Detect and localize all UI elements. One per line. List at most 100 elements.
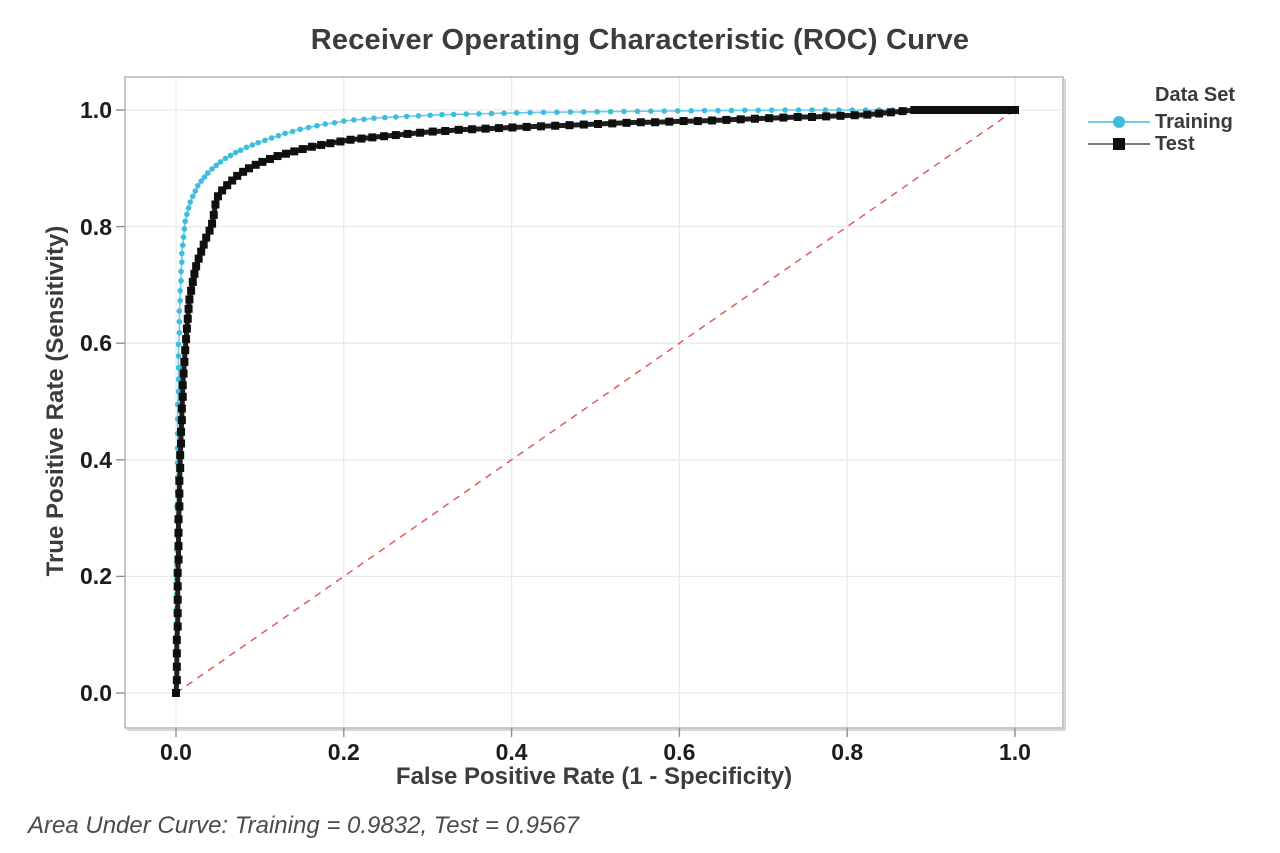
roc-marker-training	[176, 329, 183, 336]
roc-marker-test	[622, 118, 631, 127]
roc-marker-test	[173, 582, 182, 591]
roc-marker-test	[175, 476, 184, 485]
roc-marker-training	[175, 364, 182, 371]
roc-marker-training	[213, 162, 220, 169]
roc-marker-training	[782, 107, 788, 113]
x-tick-label: 0.4	[495, 739, 528, 765]
roc-marker-test	[213, 192, 222, 201]
x-tick-label: 0.8	[831, 739, 864, 765]
roc-marker-training	[297, 126, 303, 133]
roc-marker-test	[173, 595, 182, 604]
roc-marker-training	[262, 137, 268, 144]
roc-marker-test	[205, 226, 214, 235]
roc-marker-training	[192, 188, 199, 194]
roc-marker-test	[665, 117, 674, 126]
roc-marker-training	[836, 107, 842, 113]
roc-marker-test	[233, 171, 242, 180]
roc-marker-test	[175, 502, 184, 511]
x-tick-label: 0.0	[160, 739, 192, 765]
roc-marker-test	[187, 286, 196, 295]
roc-marker-test	[693, 117, 702, 126]
roc-marker-test	[218, 186, 227, 195]
roc-marker-test	[930, 106, 939, 114]
roc-marker-training	[195, 182, 201, 189]
roc-marker-test	[173, 568, 182, 577]
roc-marker-test	[209, 210, 218, 219]
roc-marker-training	[175, 341, 182, 348]
test-line-marker-icon	[1088, 135, 1150, 153]
roc-marker-training	[527, 109, 533, 116]
y-tick-label: 0.8	[80, 213, 112, 240]
roc-marker-test	[273, 152, 282, 161]
roc-marker-test	[174, 555, 183, 564]
legend-entry-test[interactable]: Test	[1088, 133, 1278, 155]
roc-marker-test	[177, 427, 186, 436]
roc-marker-training	[205, 170, 211, 176]
roc-marker-test	[172, 676, 181, 685]
roc-marker-test	[551, 121, 560, 130]
roc-marker-test	[174, 515, 183, 524]
roc-marker-test	[779, 113, 788, 122]
roc-marker-test	[177, 416, 186, 425]
roc-marker-training	[243, 144, 250, 151]
roc-marker-test	[172, 649, 181, 658]
roc-marker-test	[822, 112, 831, 121]
roc-marker-training	[177, 297, 183, 304]
roc-marker-training	[227, 152, 234, 159]
roc-marker-test	[807, 112, 816, 121]
roc-marker-training	[282, 130, 288, 137]
roc-marker-test	[608, 119, 617, 128]
x-tick-label: 1.0	[999, 739, 1031, 765]
roc-marker-training	[795, 107, 802, 113]
roc-marker-training	[289, 128, 296, 135]
roc-marker-test	[172, 635, 181, 644]
roc-marker-training	[382, 114, 388, 121]
roc-marker-test	[722, 115, 731, 124]
roc-marker-training	[176, 318, 183, 325]
roc-marker-test	[336, 137, 345, 146]
roc-marker-training	[501, 110, 507, 117]
roc-marker-training	[742, 107, 748, 114]
roc-marker-training	[322, 121, 329, 127]
roc-marker-test	[917, 106, 926, 114]
legend-entry-training[interactable]: Training	[1088, 111, 1278, 133]
roc-marker-test	[173, 622, 182, 631]
roc-marker-training	[255, 139, 262, 146]
roc-marker-training	[249, 142, 256, 148]
roc-marker-test	[679, 117, 688, 126]
chart-title: Receiver Operating Characteristic (ROC) …	[310, 24, 970, 56]
roc-marker-test	[594, 119, 603, 128]
roc-marker-test	[651, 118, 660, 127]
roc-marker-test	[228, 176, 237, 185]
roc-marker-test	[179, 369, 188, 378]
roc-marker-test	[964, 106, 973, 114]
roc-marker-test	[175, 489, 184, 498]
roc-marker-test	[184, 304, 193, 313]
roc-marker-test	[391, 131, 400, 140]
legend: Data Set Training Test	[1088, 84, 1278, 155]
auc-annotation: Area Under Curve: Training = 0.9832, Tes…	[28, 812, 580, 839]
roc-marker-training	[463, 111, 470, 117]
roc-marker-training	[540, 109, 547, 116]
roc-marker-test	[298, 145, 307, 154]
roc-marker-test	[997, 106, 1006, 114]
roc-marker-training	[728, 107, 735, 114]
roc-marker-training	[594, 108, 600, 115]
roc-marker-training	[178, 268, 184, 275]
roc-marker-training	[178, 278, 184, 284]
roc-marker-training	[179, 242, 186, 249]
roc-marker-training	[275, 132, 282, 139]
roc-marker-test	[281, 149, 290, 158]
roc-marker-test	[943, 106, 952, 114]
roc-marker-test	[180, 357, 189, 366]
roc-marker-test	[177, 439, 186, 448]
x-tick-label: 0.6	[663, 739, 696, 765]
roc-marker-training	[513, 110, 520, 116]
roc-chart-canvas	[116, 76, 1066, 737]
roc-marker-test	[937, 106, 946, 114]
roc-marker-training	[476, 110, 482, 117]
roc-marker-test	[346, 135, 355, 144]
roc-marker-test	[181, 346, 190, 355]
roc-marker-test	[836, 111, 845, 120]
roc-marker-test	[178, 381, 187, 390]
